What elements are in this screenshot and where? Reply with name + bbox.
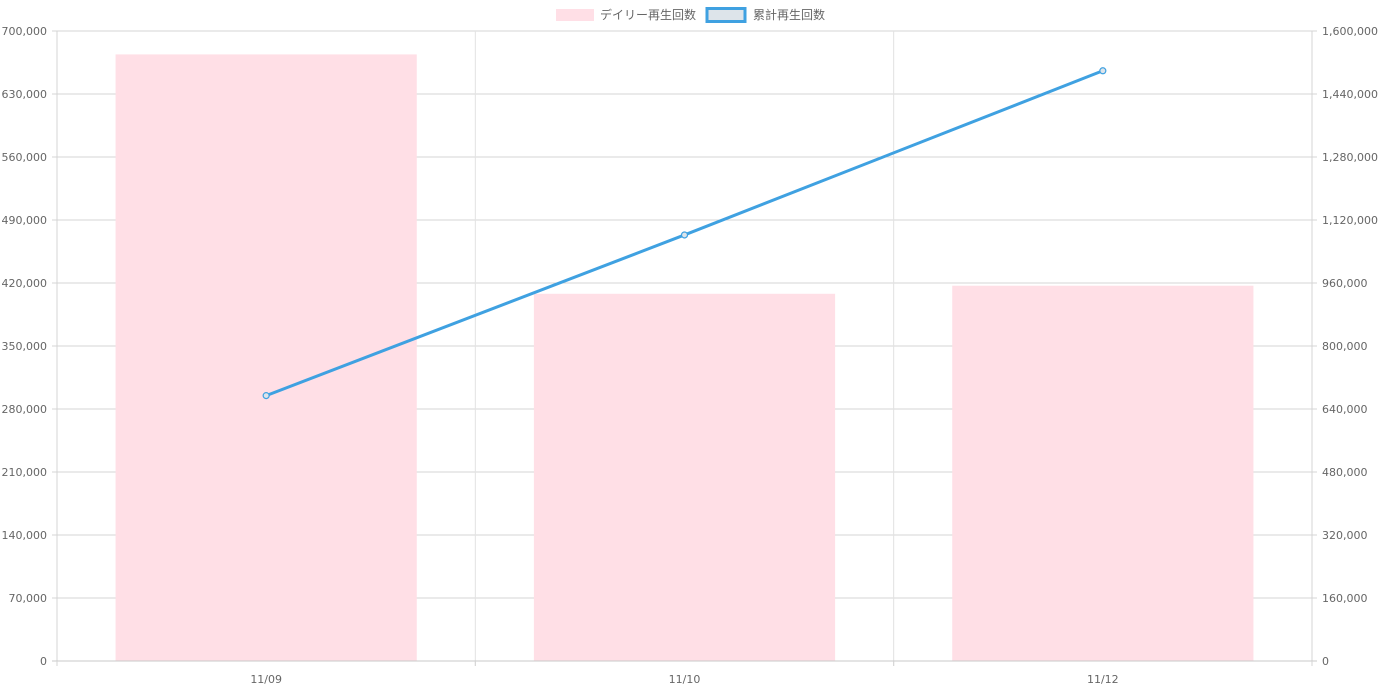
bar[interactable] [533,293,836,661]
legend-label-daily: デイリー再生回数 [600,7,696,22]
legend-swatch-daily [556,9,594,21]
y-left-tick-label: 700,000 [2,25,48,38]
y-left-tick-label: 490,000 [2,214,48,227]
legend: デイリー再生回数 累計再生回数 [556,7,825,23]
y-left-tick-label: 630,000 [2,88,48,101]
y-right-tick-label: 800,000 [1322,340,1368,353]
legend-swatch-cumulative [705,7,747,23]
y-right-tick-label: 320,000 [1322,529,1368,542]
legend-item-cumulative[interactable]: 累計再生回数 [705,7,825,23]
line-point[interactable] [1099,67,1107,75]
bar[interactable] [115,54,417,661]
y-right-tick-label: 1,600,000 [1322,25,1378,38]
axes [52,30,1317,666]
y-right-tick-label: 1,440,000 [1322,88,1378,101]
y-left-tick-label: 0 [40,655,47,668]
y-right-tick-label: 960,000 [1322,277,1368,290]
y-right-tick-label: 480,000 [1322,466,1368,479]
tick-labels: 0 0 70,000 160,000 140,000 320,000 210,000 480,… [2,25,1378,686]
x-tick-label: 11/10 [669,673,701,686]
y-left-tick-label: 280,000 [2,403,48,416]
line-point[interactable] [262,392,270,400]
line-point[interactable] [680,231,689,239]
y-left-tick-label: 70,000 [9,592,48,605]
x-tick-label: 11/09 [250,673,282,686]
bar[interactable] [952,285,1254,661]
y-left-tick-label: 210,000 [2,466,48,479]
y-right-tick-label: 0 [1322,655,1329,668]
y-right-tick-label: 640,000 [1322,403,1368,416]
y-left-tick-label: 350,000 [2,340,48,353]
y-right-tick-label: 160,000 [1322,592,1368,605]
legend-label-cumulative: 累計再生回数 [753,7,825,22]
y-left-tick-label: 140,000 [2,529,48,542]
legend-item-daily[interactable]: デイリー再生回数 [556,7,696,22]
y-left-tick-label: 420,000 [2,277,48,290]
y-left-tick-label: 560,000 [2,151,48,164]
x-tick-label: 11/12 [1087,673,1119,686]
y-right-tick-label: 1,280,000 [1322,151,1378,164]
y-right-tick-label: 1,120,000 [1322,214,1378,227]
line-series [262,67,1107,400]
bar-series [115,54,1254,661]
